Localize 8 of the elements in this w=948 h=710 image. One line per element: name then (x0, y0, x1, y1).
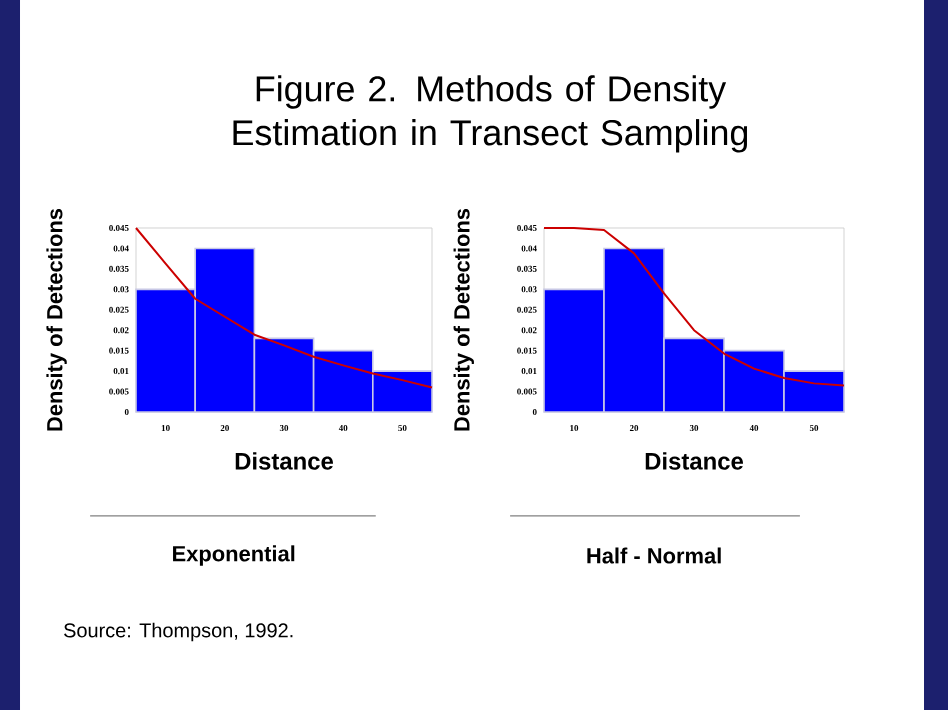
text: Half - Normal (587, 547, 721, 564)
y-axis-title: Density of Detections (46, 208, 67, 431)
x-axis-title: Distance (645, 452, 744, 470)
source-note: Source: Thompson, 1992. (64, 622, 293, 642)
x-axis-title: Distance (235, 452, 334, 470)
chart-title: Figure 2. Methods of Density Estimation in Transect Sampling (233, 75, 748, 153)
y-axis-title: Density of Detections (453, 208, 474, 431)
text: Exponential (173, 545, 295, 566)
